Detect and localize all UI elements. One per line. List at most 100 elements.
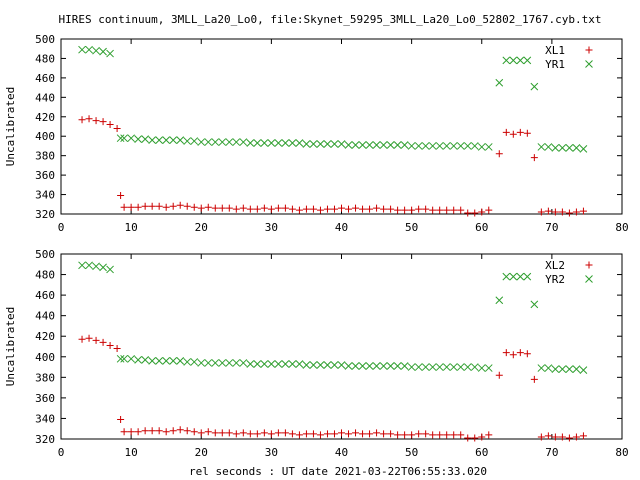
data-point-xl1 [509, 130, 517, 138]
data-point-xl2 [190, 428, 198, 436]
data-point-yr2 [281, 360, 290, 368]
y-axis-label: Uncalibrated [4, 87, 17, 166]
data-point-xl1 [565, 209, 573, 217]
data-point-xl2 [471, 434, 479, 442]
data-point-yr1 [302, 140, 311, 148]
data-point-xl2 [551, 433, 559, 441]
y-tick-label: 440 [35, 310, 55, 323]
data-point-yr2 [509, 272, 518, 281]
data-point-yr1 [484, 143, 493, 151]
data-point-yr2 [379, 362, 388, 370]
y-tick-label: 320 [35, 208, 55, 221]
data-point-yr2 [99, 263, 107, 272]
data-point-xl2 [464, 434, 472, 442]
data-point-xl2 [281, 429, 289, 437]
data-point-yr2 [330, 361, 339, 369]
data-point-yr2 [477, 364, 486, 372]
data-point-xl2 [436, 431, 444, 439]
data-point-xl2 [232, 430, 240, 438]
data-point-xl1 [134, 203, 142, 211]
data-point-yr1 [516, 56, 525, 65]
data-point-yr1 [127, 134, 135, 143]
data-point-xl2 [330, 430, 338, 438]
data-point-yr2 [530, 300, 539, 309]
data-point-yr1 [579, 145, 588, 153]
data-point-yr2 [183, 358, 192, 366]
data-point-xl1 [169, 202, 177, 210]
data-point-xl2 [338, 429, 345, 437]
data-point-yr2 [267, 360, 276, 368]
data-point-yr1 [523, 56, 532, 65]
data-point-xl2 [162, 428, 170, 436]
data-point-yr2 [190, 358, 199, 366]
data-point-xl1 [162, 203, 170, 211]
data-point-xl1 [302, 205, 310, 213]
data-point-xl1 [309, 205, 317, 213]
data-point-xl2 [302, 430, 310, 438]
x-tick-label: 10 [125, 446, 138, 459]
data-point-yr1 [120, 134, 128, 143]
data-point-xl1 [450, 206, 458, 214]
data-point-yr2 [239, 359, 248, 367]
x-tick-label: 80 [615, 446, 628, 459]
x-tick-label: 0 [58, 446, 65, 459]
data-point-yr1 [225, 138, 234, 146]
data-point-xl1 [415, 205, 423, 213]
data-point-xl1 [183, 202, 191, 210]
data-point-yr1 [183, 137, 192, 145]
x-tick-label: 70 [545, 221, 558, 234]
data-point-yr2 [428, 363, 437, 371]
data-point-xl2 [537, 433, 545, 441]
data-point-xl2 [345, 430, 353, 438]
data-point-xl1 [495, 150, 503, 158]
y-tick-label: 480 [35, 52, 55, 65]
data-point-xl1 [78, 116, 86, 124]
data-point-yr2 [116, 354, 125, 363]
data-point-xl1 [120, 203, 128, 211]
data-point-yr2 [120, 354, 128, 363]
legend-marker-xl2 [585, 261, 593, 269]
data-point-xl1 [253, 205, 261, 213]
data-point-yr1 [116, 134, 125, 143]
data-point-yr1 [232, 138, 241, 146]
data-point-yr2 [551, 365, 560, 373]
data-point-xl1 [345, 205, 353, 213]
data-point-yr1 [211, 138, 220, 146]
plot-frame [60, 253, 623, 440]
data-point-xl1 [471, 209, 479, 217]
data-point-xl1 [330, 205, 338, 213]
data-point-xl1 [502, 128, 510, 136]
series-yr1 [78, 45, 588, 153]
data-point-yr2 [323, 361, 332, 369]
data-point-xl2 [295, 431, 303, 439]
data-point-yr2 [218, 359, 227, 367]
data-point-yr2 [572, 365, 581, 373]
legend-label-yr2: YR2 [545, 273, 565, 286]
data-point-xl1 [579, 207, 587, 215]
data-point-yr1 [470, 142, 479, 150]
data-point-xl1 [380, 205, 388, 213]
data-point-xl2 [478, 433, 486, 441]
data-point-xl1 [148, 202, 156, 210]
data-point-xl1 [232, 205, 240, 213]
y-tick-label: 360 [35, 169, 55, 182]
data-point-xl2 [485, 431, 493, 439]
x-axis-label: rel seconds : UT date 2021-03-22T06:55:3… [189, 465, 487, 478]
data-point-yr1 [197, 138, 206, 146]
data-point-yr1 [502, 56, 511, 65]
data-point-xl2 [495, 371, 503, 379]
data-point-yr1 [141, 135, 150, 143]
data-point-xl1 [190, 203, 198, 211]
data-point-xl2 [443, 431, 451, 439]
data-point-xl2 [579, 432, 587, 440]
data-point-xl2 [502, 349, 510, 357]
data-point-yr2 [358, 362, 367, 370]
data-point-yr1 [92, 46, 100, 55]
data-point-yr1 [407, 142, 416, 150]
data-point-yr1 [246, 139, 255, 147]
data-point-xl2 [509, 351, 517, 359]
data-point-xl1 [516, 128, 524, 136]
data-point-yr2 [169, 357, 178, 365]
data-point-yr2 [78, 261, 86, 270]
y-tick-label: 420 [35, 330, 55, 343]
